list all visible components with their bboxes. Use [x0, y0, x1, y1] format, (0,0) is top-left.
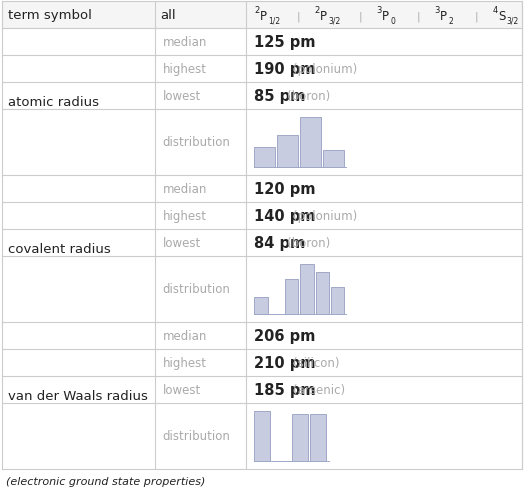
Text: 85 pm: 85 pm — [254, 89, 305, 104]
Text: highest: highest — [162, 209, 206, 222]
Text: (polonium): (polonium) — [293, 209, 358, 222]
Bar — [331, 287, 344, 314]
Text: distribution: distribution — [162, 430, 231, 442]
Text: (electronic ground state properties): (electronic ground state properties) — [6, 476, 205, 486]
Text: S: S — [498, 10, 506, 23]
Bar — [285, 280, 299, 314]
Text: 210 pm: 210 pm — [254, 355, 316, 370]
Text: P: P — [383, 10, 389, 23]
Text: distribution: distribution — [162, 283, 231, 296]
Text: P: P — [320, 10, 328, 23]
Text: distribution: distribution — [162, 136, 231, 149]
Bar — [254, 148, 275, 168]
Text: 2: 2 — [448, 17, 453, 26]
Text: median: median — [162, 36, 207, 49]
Text: covalent radius: covalent radius — [8, 242, 111, 256]
Bar — [246, 2, 522, 29]
Text: van der Waals radius: van der Waals radius — [8, 389, 148, 402]
Text: (polonium): (polonium) — [293, 63, 358, 76]
Text: 120 pm: 120 pm — [254, 182, 316, 196]
Bar — [300, 118, 321, 168]
Text: 206 pm: 206 pm — [254, 328, 315, 343]
Text: (arsenic): (arsenic) — [293, 383, 346, 396]
Bar — [155, 2, 246, 29]
Text: atomic radius: atomic radius — [8, 96, 99, 109]
Text: 3/2: 3/2 — [328, 17, 341, 26]
Text: 140 pm: 140 pm — [254, 208, 316, 223]
Bar — [254, 297, 268, 314]
Text: (silicon): (silicon) — [293, 356, 340, 369]
Text: P: P — [440, 10, 447, 23]
Text: median: median — [162, 329, 207, 342]
Text: 4: 4 — [492, 6, 497, 15]
Bar — [323, 150, 344, 168]
Text: all: all — [160, 9, 176, 22]
Text: P: P — [260, 10, 267, 23]
Text: lowest: lowest — [162, 383, 201, 396]
Text: |: | — [358, 11, 362, 22]
Text: lowest: lowest — [162, 90, 201, 103]
Text: |: | — [474, 11, 478, 22]
Text: 0: 0 — [390, 17, 395, 26]
Text: |: | — [297, 11, 300, 22]
Text: 3/2: 3/2 — [506, 17, 519, 26]
Bar — [310, 414, 326, 461]
Text: |: | — [417, 11, 420, 22]
Text: 2: 2 — [254, 6, 259, 15]
Bar — [277, 135, 298, 168]
Text: median: median — [162, 183, 207, 195]
Text: 84 pm: 84 pm — [254, 235, 305, 250]
Text: lowest: lowest — [162, 236, 201, 249]
Text: 3: 3 — [376, 6, 381, 15]
Bar — [315, 272, 329, 314]
Text: 190 pm: 190 pm — [254, 62, 316, 77]
Text: highest: highest — [162, 63, 206, 76]
Bar — [292, 414, 308, 461]
Bar — [254, 411, 270, 461]
Bar — [2, 2, 155, 29]
Text: 185 pm: 185 pm — [254, 382, 316, 397]
Text: term symbol: term symbol — [8, 9, 92, 22]
Text: 2: 2 — [314, 6, 320, 15]
Bar — [300, 265, 314, 314]
Text: 3: 3 — [434, 6, 440, 15]
Text: 1/2: 1/2 — [268, 17, 280, 26]
Text: (boron): (boron) — [287, 90, 331, 103]
Text: (boron): (boron) — [287, 236, 331, 249]
Text: highest: highest — [162, 356, 206, 369]
Text: 125 pm: 125 pm — [254, 35, 316, 50]
